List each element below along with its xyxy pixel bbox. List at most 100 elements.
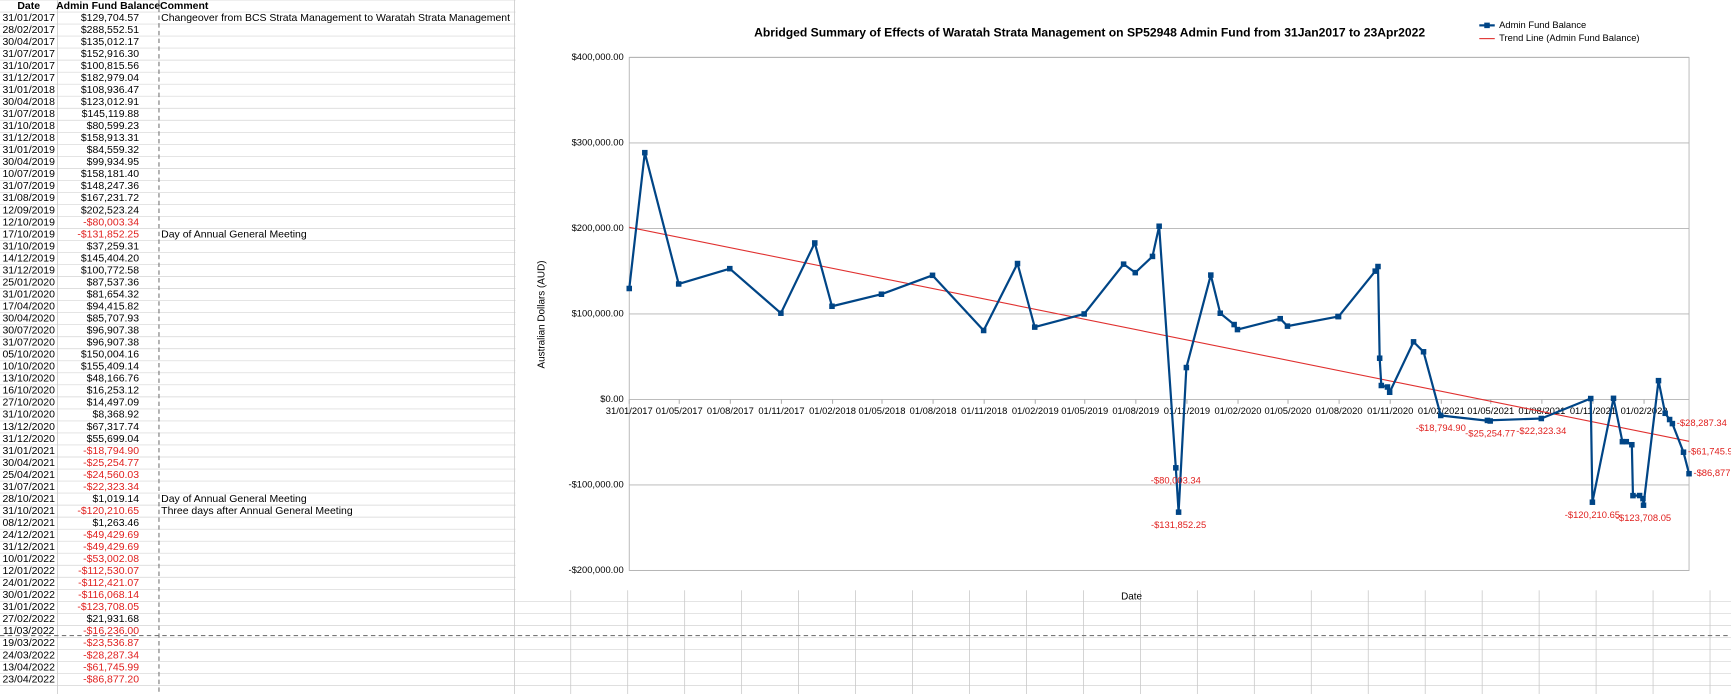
date-cell: 24/03/2022	[2, 650, 55, 661]
date-cell: 31/01/2022	[2, 602, 55, 613]
data-point	[1173, 465, 1179, 471]
data-point	[1031, 324, 1038, 330]
balance-cell: $100,815.56	[81, 61, 139, 72]
date-cell: 31/07/2018	[2, 109, 55, 120]
header-cell: Admin Fund Balance	[56, 1, 160, 12]
data-point	[626, 285, 633, 292]
legend-label: Trend Line (Admin Fund Balance)	[1499, 33, 1639, 43]
data-label: -$22,323.34	[1516, 426, 1566, 436]
balance-cell: $16,253.12	[87, 386, 140, 397]
date-cell: 16/10/2020	[2, 386, 55, 397]
x-tick-label: 01/02/2022	[1621, 406, 1668, 416]
balance-cell: $96,907.38	[87, 338, 140, 349]
x-tick-label: 01/05/2018	[859, 406, 906, 416]
data-point	[1619, 438, 1626, 445]
balance-cell: $1,019.14	[93, 494, 140, 505]
balance-cell: -$80,003.34	[83, 217, 139, 228]
x-tick-label: 01/02/2020	[1215, 406, 1262, 416]
legend-marker	[1484, 22, 1490, 29]
balance-cell: $21,931.68	[87, 614, 140, 625]
data-point	[1132, 269, 1139, 276]
y-tick-label: $400,000.00	[572, 52, 624, 62]
balance-cell: $182,979.04	[81, 73, 139, 84]
data-point	[1175, 509, 1182, 515]
table: Date Admin Fund Balance Comment 31/01/2017 $…	[2, 1, 510, 685]
date-cell: 31/12/2021	[2, 542, 55, 553]
date-cell: 08/12/2021	[2, 518, 55, 529]
date-cell: 31/10/2019	[2, 241, 55, 252]
date-cell: 31/10/2018	[2, 121, 55, 132]
data-point	[878, 291, 885, 297]
balance-cell: $100,772.58	[81, 265, 139, 276]
data-point	[1384, 384, 1391, 390]
data-point	[929, 272, 936, 279]
balance-cell: $155,409.14	[81, 362, 139, 373]
data-point	[1636, 492, 1643, 499]
date-cell: 30/04/2018	[2, 97, 55, 108]
y-tick-label: -$100,000.00	[568, 479, 623, 489]
date-cell: 13/12/2020	[2, 422, 55, 433]
balance-cell: $94,415.82	[87, 301, 140, 312]
x-axis-label: Date	[1121, 592, 1142, 603]
date-cell: 31/07/2017	[2, 49, 55, 60]
data-point	[1662, 410, 1668, 417]
balance-cell: $158,181.40	[81, 169, 139, 180]
balance-cell: -$61,745.99	[83, 662, 139, 673]
data-point	[1666, 416, 1673, 423]
data-point	[1630, 492, 1636, 499]
balance-cell: $108,936.47	[81, 85, 139, 96]
date-cell: 25/04/2021	[2, 470, 55, 481]
data-point	[1623, 438, 1630, 445]
data-point	[1538, 415, 1545, 422]
comment-cell: Three days after Annual General Meeting	[161, 506, 353, 517]
date-cell: 17/04/2020	[2, 301, 55, 312]
data-point	[1183, 364, 1190, 371]
date-cell: 10/01/2022	[2, 554, 55, 565]
data-point	[778, 310, 784, 316]
data-point	[1386, 389, 1393, 396]
date-cell: 30/04/2017	[2, 37, 55, 48]
data-point	[1149, 253, 1156, 260]
balance-cell: $8,368.92	[93, 410, 140, 421]
x-tick-label: 01/02/2019	[1012, 406, 1059, 416]
date-cell: 31/01/2021	[2, 446, 55, 457]
date-cell: 30/04/2020	[2, 314, 55, 325]
data-label: -$61,745.99	[1688, 447, 1731, 457]
date-cell: 12/09/2019	[2, 205, 55, 216]
date-cell: 25/01/2020	[2, 277, 55, 288]
data-point	[1120, 261, 1127, 267]
balance-cell: $96,907.38	[87, 326, 140, 337]
data-point	[1156, 223, 1162, 229]
data-point	[1438, 412, 1444, 419]
comment-cell: Changeover from BCS Strata Management to…	[161, 13, 510, 24]
data-label: -$28,287.34	[1677, 418, 1727, 428]
x-tick-label: 01/11/2021	[1570, 406, 1616, 416]
data-label: -$86,877.20	[1693, 468, 1731, 478]
balance-cell: $129,704.57	[81, 13, 139, 24]
x-tick-label: 01/08/2018	[910, 406, 957, 416]
data-point	[1640, 502, 1647, 508]
y-axis-label: Australian Dollars (AUD)	[537, 260, 548, 368]
date-cell: 31/10/2020	[2, 410, 55, 421]
balance-cell: $55,699.04	[87, 434, 140, 445]
y-tick-label: $300,000.00	[572, 137, 624, 147]
data-label: -$123,708.05	[1616, 513, 1671, 523]
data-point	[1680, 449, 1687, 455]
data-point	[1629, 441, 1635, 448]
date-cell: 31/07/2021	[2, 482, 55, 493]
x-tick-label: 01/11/2018	[961, 406, 1007, 416]
balance-cell: -$112,421.07	[78, 578, 139, 589]
date-cell: 30/07/2020	[2, 326, 55, 337]
balance-cell: $150,004.16	[81, 350, 139, 361]
date-cell: 30/01/2022	[2, 590, 55, 601]
date-cell: 14/12/2019	[2, 253, 55, 264]
data-point	[727, 265, 733, 272]
balance-cell: -$22,323.34	[83, 482, 139, 493]
y-tick-label: $0.00	[600, 394, 623, 404]
balance-cell: $85,707.93	[87, 314, 140, 325]
balance-cell: -$116,068.14	[78, 590, 139, 601]
data-point	[1375, 263, 1381, 270]
legend-label: Admin Fund Balance	[1499, 20, 1586, 30]
data-point	[829, 303, 835, 310]
